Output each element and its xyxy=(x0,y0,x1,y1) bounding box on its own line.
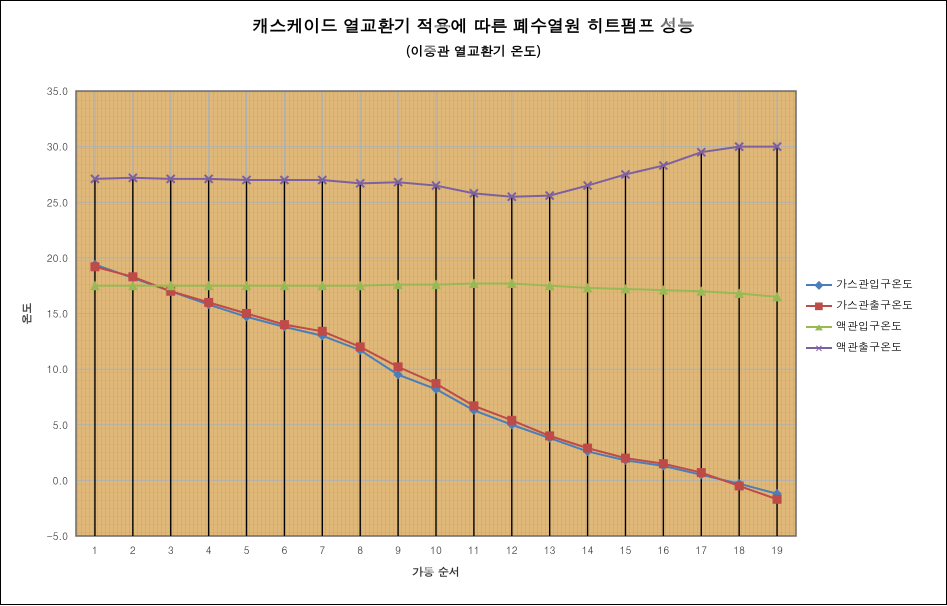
svg-text:15.0: 15.0 xyxy=(47,307,68,321)
svg-text:19: 19 xyxy=(771,543,783,557)
svg-text:온도: 온도 xyxy=(20,303,35,325)
legend-item: ◆가스관입구온도 xyxy=(806,277,913,292)
svg-text:25.0: 25.0 xyxy=(47,195,68,209)
svg-text:9: 9 xyxy=(395,543,401,557)
chart-legend: ◆가스관입구온도 ■가스관출구온도 ▲액관입구온도 ✕액관출구온도 xyxy=(806,271,913,361)
legend-label: 액관입구온도 xyxy=(836,319,902,334)
svg-text:4: 4 xyxy=(206,543,212,557)
svg-text:가동 순서: 가동 순서 xyxy=(412,565,460,580)
svg-text:1: 1 xyxy=(92,543,98,557)
legend-label: 가스관입구온도 xyxy=(836,277,913,292)
svg-text:2: 2 xyxy=(130,543,136,557)
svg-text:5: 5 xyxy=(244,543,250,557)
svg-text:-5.0: -5.0 xyxy=(47,529,68,543)
svg-text:30.0: 30.0 xyxy=(47,140,68,154)
legend-label: 액관출구온도 xyxy=(836,340,902,355)
svg-text:20.0: 20.0 xyxy=(47,251,68,265)
legend-item: ▲액관입구온도 xyxy=(806,319,913,334)
svg-text:13: 13 xyxy=(544,543,556,557)
svg-text:16: 16 xyxy=(658,543,670,557)
svg-text:14: 14 xyxy=(582,543,594,557)
svg-text:7: 7 xyxy=(319,543,325,557)
svg-text:11: 11 xyxy=(468,543,480,557)
svg-text:17: 17 xyxy=(695,543,707,557)
svg-text:5.0: 5.0 xyxy=(53,418,69,432)
svg-text:6: 6 xyxy=(281,543,287,557)
svg-text:10.0: 10.0 xyxy=(47,362,68,376)
legend-label: 가스관출구온도 xyxy=(836,298,913,313)
svg-text:10: 10 xyxy=(430,543,442,557)
svg-text:8: 8 xyxy=(357,543,363,557)
svg-text:18: 18 xyxy=(733,543,745,557)
chart-frame: 캐스케이드 열교환기 적용에 따른 폐수열원 히트펌프 성능 (이중관 열교환기… xyxy=(0,0,947,605)
svg-text:3: 3 xyxy=(168,543,174,557)
svg-text:12: 12 xyxy=(506,543,518,557)
legend-item: ■가스관출구온도 xyxy=(806,298,913,313)
svg-text:15: 15 xyxy=(620,543,632,557)
svg-text:0.0: 0.0 xyxy=(53,473,69,487)
svg-text:35.0: 35.0 xyxy=(47,84,68,98)
legend-item: ✕액관출구온도 xyxy=(806,340,913,355)
